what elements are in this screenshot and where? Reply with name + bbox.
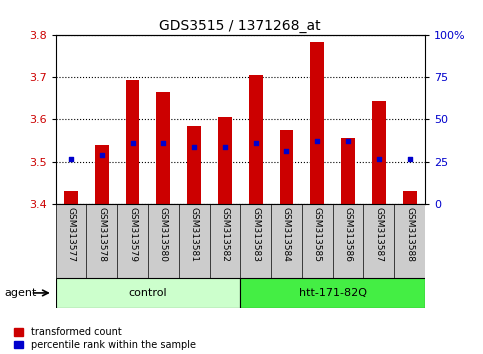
Point <box>221 144 229 150</box>
Point <box>159 140 167 145</box>
Bar <box>187 126 201 204</box>
Text: agent: agent <box>5 288 37 298</box>
Bar <box>95 145 109 204</box>
Point <box>252 140 259 145</box>
Bar <box>156 92 170 204</box>
Point <box>98 152 106 158</box>
Text: GSM313582: GSM313582 <box>220 207 229 262</box>
Point <box>128 140 136 145</box>
Bar <box>341 138 355 204</box>
Text: GSM313580: GSM313580 <box>159 207 168 262</box>
Point <box>313 138 321 144</box>
Text: GSM313581: GSM313581 <box>190 207 199 262</box>
Text: GSM313578: GSM313578 <box>97 207 106 262</box>
Text: control: control <box>128 288 167 298</box>
Point <box>190 144 198 150</box>
Bar <box>64 191 78 204</box>
Bar <box>56 278 241 308</box>
Point <box>375 156 383 162</box>
Text: GSM313583: GSM313583 <box>251 207 260 262</box>
Text: GSM313587: GSM313587 <box>374 207 384 262</box>
Title: GDS3515 / 1371268_at: GDS3515 / 1371268_at <box>159 19 321 33</box>
Bar <box>249 75 263 204</box>
Bar <box>240 278 425 308</box>
Text: GSM313577: GSM313577 <box>67 207 75 262</box>
Point <box>406 156 413 162</box>
Legend: transformed count, percentile rank within the sample: transformed count, percentile rank withi… <box>10 323 200 354</box>
Bar <box>126 80 140 204</box>
Text: GSM313588: GSM313588 <box>405 207 414 262</box>
Text: GSM313579: GSM313579 <box>128 207 137 262</box>
Point <box>283 148 290 154</box>
Bar <box>280 130 293 204</box>
Bar <box>218 118 232 204</box>
Text: GSM313586: GSM313586 <box>343 207 353 262</box>
Text: GSM313584: GSM313584 <box>282 207 291 262</box>
Bar <box>403 191 416 204</box>
Bar <box>311 42 324 204</box>
Point <box>67 156 75 162</box>
Bar <box>372 101 386 204</box>
Text: htt-171-82Q: htt-171-82Q <box>298 288 367 298</box>
Point <box>344 138 352 144</box>
Text: GSM313585: GSM313585 <box>313 207 322 262</box>
